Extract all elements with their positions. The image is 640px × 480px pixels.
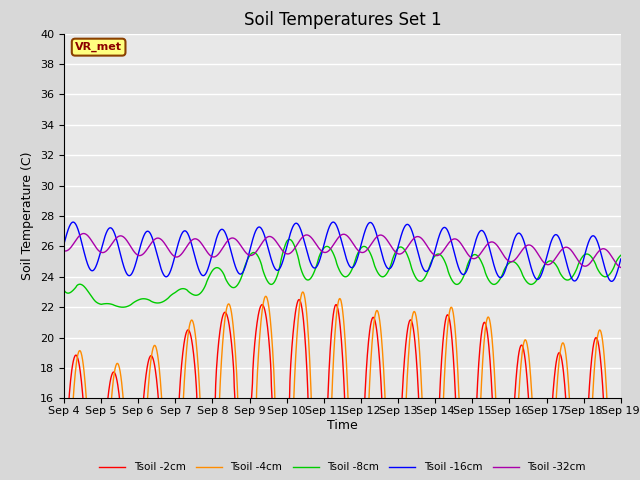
Tsoil -2cm bbox=[552, 365, 559, 371]
X-axis label: Time: Time bbox=[327, 419, 358, 432]
Tsoil -8cm bbox=[171, 290, 179, 296]
Tsoil -4cm bbox=[184, 334, 191, 340]
Line: Tsoil -32cm: Tsoil -32cm bbox=[64, 234, 621, 267]
Tsoil -32cm bbox=[60, 248, 68, 253]
Tsoil -32cm bbox=[184, 241, 192, 247]
Line: Tsoil -2cm: Tsoil -2cm bbox=[64, 300, 621, 480]
Tsoil -16cm bbox=[60, 241, 68, 247]
Tsoil -16cm bbox=[551, 232, 559, 238]
Tsoil -16cm bbox=[184, 231, 191, 237]
Tsoil -2cm bbox=[296, 297, 303, 302]
Line: Tsoil -8cm: Tsoil -8cm bbox=[64, 240, 621, 307]
Tsoil -16cm bbox=[607, 278, 615, 284]
Tsoil -8cm bbox=[119, 304, 127, 310]
Tsoil -8cm bbox=[502, 264, 510, 269]
Tsoil -2cm bbox=[246, 410, 254, 416]
Tsoil -32cm bbox=[246, 252, 254, 258]
Text: VR_met: VR_met bbox=[75, 42, 122, 52]
Tsoil -32cm bbox=[429, 251, 437, 257]
Y-axis label: Soil Temperature (C): Soil Temperature (C) bbox=[22, 152, 35, 280]
Tsoil -32cm bbox=[171, 253, 179, 259]
Tsoil -4cm bbox=[552, 410, 559, 416]
Tsoil -16cm bbox=[617, 256, 625, 262]
Tsoil -8cm bbox=[617, 252, 625, 258]
Tsoil -16cm bbox=[170, 256, 178, 262]
Tsoil -32cm bbox=[502, 255, 509, 261]
Tsoil -16cm bbox=[330, 219, 337, 225]
Tsoil -8cm bbox=[184, 288, 192, 294]
Tsoil -16cm bbox=[502, 265, 509, 271]
Tsoil -8cm bbox=[60, 288, 68, 293]
Tsoil -16cm bbox=[429, 254, 437, 260]
Line: Tsoil -16cm: Tsoil -16cm bbox=[64, 222, 621, 281]
Tsoil -8cm bbox=[246, 252, 254, 257]
Tsoil -4cm bbox=[299, 289, 307, 295]
Tsoil -32cm bbox=[551, 256, 559, 262]
Line: Tsoil -4cm: Tsoil -4cm bbox=[64, 292, 621, 480]
Tsoil -16cm bbox=[246, 246, 254, 252]
Tsoil -8cm bbox=[552, 261, 559, 267]
Tsoil -8cm bbox=[429, 255, 437, 261]
Tsoil -8cm bbox=[285, 237, 293, 242]
Tsoil -2cm bbox=[184, 327, 191, 333]
Legend: Tsoil -2cm, Tsoil -4cm, Tsoil -8cm, Tsoil -16cm, Tsoil -32cm: Tsoil -2cm, Tsoil -4cm, Tsoil -8cm, Tsoi… bbox=[95, 458, 589, 477]
Title: Soil Temperatures Set 1: Soil Temperatures Set 1 bbox=[244, 11, 441, 29]
Tsoil -32cm bbox=[617, 264, 625, 270]
Tsoil -32cm bbox=[80, 231, 88, 237]
